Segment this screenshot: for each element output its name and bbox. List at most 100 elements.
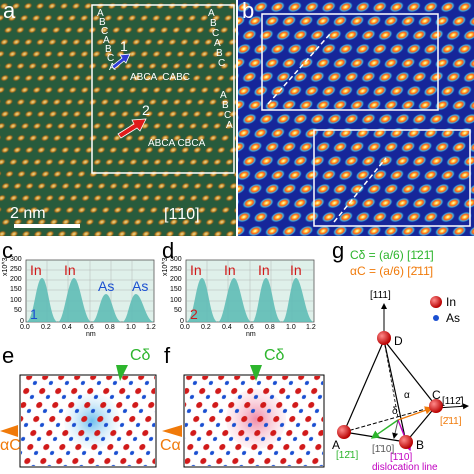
xtick: 0.0 [180,324,190,331]
c-alpha-label: Cα [160,437,181,454]
xtick: 1.0 [126,324,136,331]
peak-label-in: In [30,262,42,278]
panel-g-letter: g [332,238,345,263]
c-delta-label: Cδ [130,347,151,364]
peak-label-in: In [258,262,270,278]
ytick: 200 [10,276,22,283]
xtick: 0.8 [105,324,115,331]
panel-d-letter: d [162,238,175,263]
ytick: 0 [180,318,184,325]
profile-index: 2 [190,306,198,322]
stacking-row-mid: ABCA CABC [130,72,191,83]
stacking-letter: A [109,62,116,73]
peak-label-as: As [98,278,115,294]
xtick: 0.4 [222,324,232,331]
panel-a-arrows [111,53,147,139]
vertex-b-label: B [416,438,425,452]
xtick: 1.2 [146,324,156,331]
ytick: 200 [170,276,182,283]
xtick: 0.6 [244,324,254,331]
burgers-eq-alpha: αC = (a/6) [2̄11̄] [350,264,434,278]
ytick: 100 [170,297,182,304]
tetrahedron-diagram [337,296,469,452]
stacking-letter: A [220,90,227,101]
ytick: 0 [20,318,24,325]
ytick: 250 [10,266,22,273]
xtick: 0.4 [62,324,72,331]
scale-bar-label: 2 nm [10,205,46,222]
axis-111-label: [111] [370,290,391,301]
zone-axis-label: [1̄10] [164,206,200,223]
stacking-letter: A [226,120,233,131]
panel-f-letter: f [164,343,171,368]
panel-a-letter: a [3,0,16,23]
stacking-letter: B [99,17,106,28]
xtick: 0.2 [41,324,51,331]
panel-f: f Cδ Cα [160,345,330,474]
stacking-row-bottom: ABCA CBCA [148,138,206,149]
legend-as-label: As [446,311,461,325]
peak-label-in: In [64,262,76,278]
profile-plot-d [185,259,315,323]
atom-model-f [162,365,325,468]
ytick: 150 [10,286,22,293]
stacking-letter: C [107,53,115,64]
dir-110-label: [1̄10] [372,444,395,455]
ytick: 300 [170,256,182,263]
peak-label-in: In [224,262,236,278]
atom-model-e [0,365,157,468]
xtick: 0.6 [84,324,94,331]
dir-211-label: [2̄11] [440,416,462,427]
ytick: 100 [10,297,22,304]
stacking-letter: A [214,38,221,49]
stacking-letter: C [212,28,220,39]
profile-plot-c [25,259,155,323]
ytick: 300 [10,256,22,263]
alpha-point-label: α [404,390,410,401]
dir-121-label: [12̄1] [336,450,359,461]
panel-e: e Cδ αC [0,345,164,474]
xtick: 1.2 [306,324,316,331]
dislocation-line-label: dislocation line [372,462,438,473]
vertex-c-label: C [432,388,441,402]
arrow-label-2: 2 [142,102,150,118]
panel-a-image [0,0,236,236]
stacking-letter: B [222,100,229,111]
panel-c-letter: c [2,238,13,263]
stacking-letter: A [208,8,215,19]
burgers-eq-delta: Cδ = (a/6) [1̄21̄] [350,248,434,262]
legend-in-label: In [446,295,457,309]
stacking-letter: C [101,26,109,37]
panel-b-letter: b [242,0,255,23]
peak-label-in: In [190,262,202,278]
panel-a: a A B C A B C A A B C A B C A B C A ABCA… [0,0,236,236]
ytick: 250 [170,266,182,273]
ytick: 50 [14,307,22,314]
scale-bar [14,224,80,228]
c-delta-label: Cδ [264,347,285,364]
xtick: 0.8 [265,324,275,331]
stacking-letter: B [105,44,112,55]
ytick: 150 [170,286,182,293]
stacking-letter: B [216,48,223,59]
x-unit: nm [246,331,256,338]
panel-b-image [238,0,474,236]
ytick: 50 [174,307,182,314]
panel-g: g Cδ = (a/6) [1̄21̄] αC = (a/6) [2̄11̄] [328,238,474,474]
profile-index: 1 [30,306,38,322]
dir-110-label: [1̄10] [390,452,413,463]
peak-label-in: In [290,262,302,278]
stacking-letter: B [210,18,217,29]
xtick: 0.2 [201,324,211,331]
peak-label-as: As [132,278,149,294]
arrow-label-1: 1 [120,38,128,54]
panel-b: b [238,0,474,236]
xtick: 0.0 [20,324,30,331]
stacking-letter: A [103,35,110,46]
dir-112-label: [112̄] [442,396,464,407]
delta-point-label: δ [392,406,398,417]
alpha-c-label: αC [0,437,21,454]
vertex-d-label: D [394,334,403,348]
panel-c: c x10^3 300 250 200 150 100 50 0 0.0 0.2… [0,238,160,339]
stacking-letter: C [224,110,232,121]
